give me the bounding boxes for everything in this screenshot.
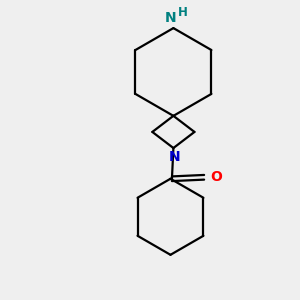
Text: H: H [178,6,188,19]
Text: N: N [165,11,177,25]
Text: O: O [211,170,222,184]
Text: N: N [169,150,181,164]
